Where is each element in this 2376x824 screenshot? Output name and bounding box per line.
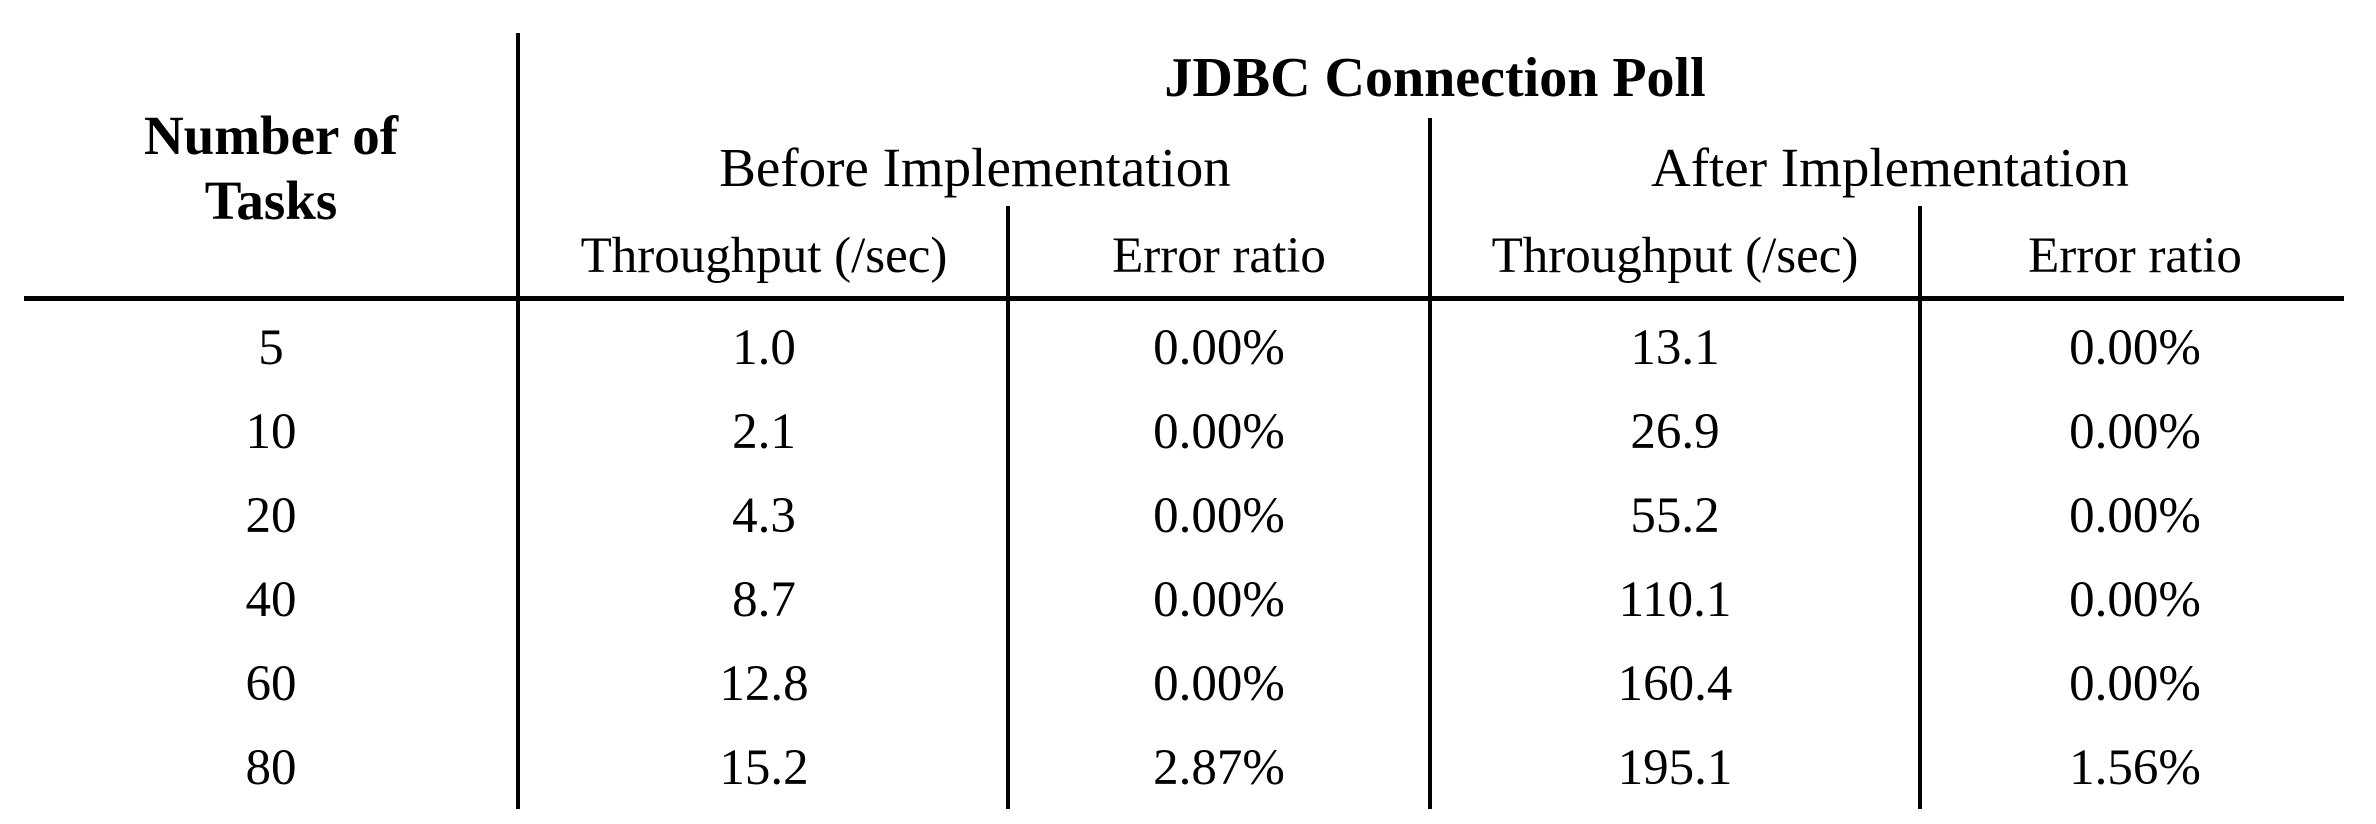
cell-tasks: 40 <box>245 572 297 628</box>
cell-tasks: 20 <box>245 488 297 544</box>
cell-tasks: 10 <box>245 404 297 460</box>
cell-after-error: 0.00% <box>2069 320 2201 376</box>
cell-after-throughput: 55.2 <box>1630 488 1720 544</box>
cell-before-error: 2.87% <box>1153 740 1285 796</box>
divider-before-cols <box>1006 206 1010 809</box>
subgroup-after: After Implementation <box>1650 137 2130 198</box>
cell-tasks: 5 <box>258 320 284 376</box>
cell-before-throughput: 8.7 <box>732 572 796 628</box>
cell-before-throughput: 12.8 <box>719 656 809 712</box>
row-header-label-line1: Number of <box>143 105 399 166</box>
subgroup-before: Before Implementation <box>719 137 1231 198</box>
column-header-after-error: Error ratio <box>2028 228 2242 284</box>
divider-after-cols <box>1918 206 1922 809</box>
cell-after-throughput: 26.9 <box>1630 404 1720 460</box>
cell-after-throughput: 110.1 <box>1618 572 1732 628</box>
cell-tasks: 60 <box>245 656 297 712</box>
cell-after-throughput: 13.1 <box>1630 320 1720 376</box>
divider-rowheader <box>516 33 520 809</box>
column-header-before-throughput: Throughput (/sec) <box>580 228 948 284</box>
cell-after-error: 0.00% <box>2069 572 2201 628</box>
cell-after-error: 0.00% <box>2069 404 2201 460</box>
group-title: JDBC Connection Poll <box>1164 47 1706 109</box>
cell-after-error: 0.00% <box>2069 656 2201 712</box>
cell-before-error: 0.00% <box>1153 572 1285 628</box>
divider-groups <box>1428 118 1432 809</box>
cell-before-error: 0.00% <box>1153 656 1285 712</box>
cell-before-error: 0.00% <box>1153 320 1285 376</box>
cell-before-throughput: 1.0 <box>732 320 796 376</box>
cell-before-throughput: 15.2 <box>719 740 809 796</box>
cell-after-throughput: 195.1 <box>1617 740 1733 796</box>
cell-tasks: 80 <box>245 740 297 796</box>
cell-before-throughput: 4.3 <box>732 488 796 544</box>
cell-after-error: 1.56% <box>2069 740 2201 796</box>
cell-after-error: 0.00% <box>2069 488 2201 544</box>
column-header-before-error: Error ratio <box>1112 228 1326 284</box>
cell-before-error: 0.00% <box>1153 488 1285 544</box>
row-header-label-line2: Tasks <box>204 170 338 231</box>
cell-after-throughput: 160.4 <box>1617 656 1733 712</box>
header-rule <box>24 296 2344 301</box>
column-header-after-throughput: Throughput (/sec) <box>1491 228 1859 284</box>
cell-before-error: 0.00% <box>1153 404 1285 460</box>
cell-before-throughput: 2.1 <box>732 404 796 460</box>
